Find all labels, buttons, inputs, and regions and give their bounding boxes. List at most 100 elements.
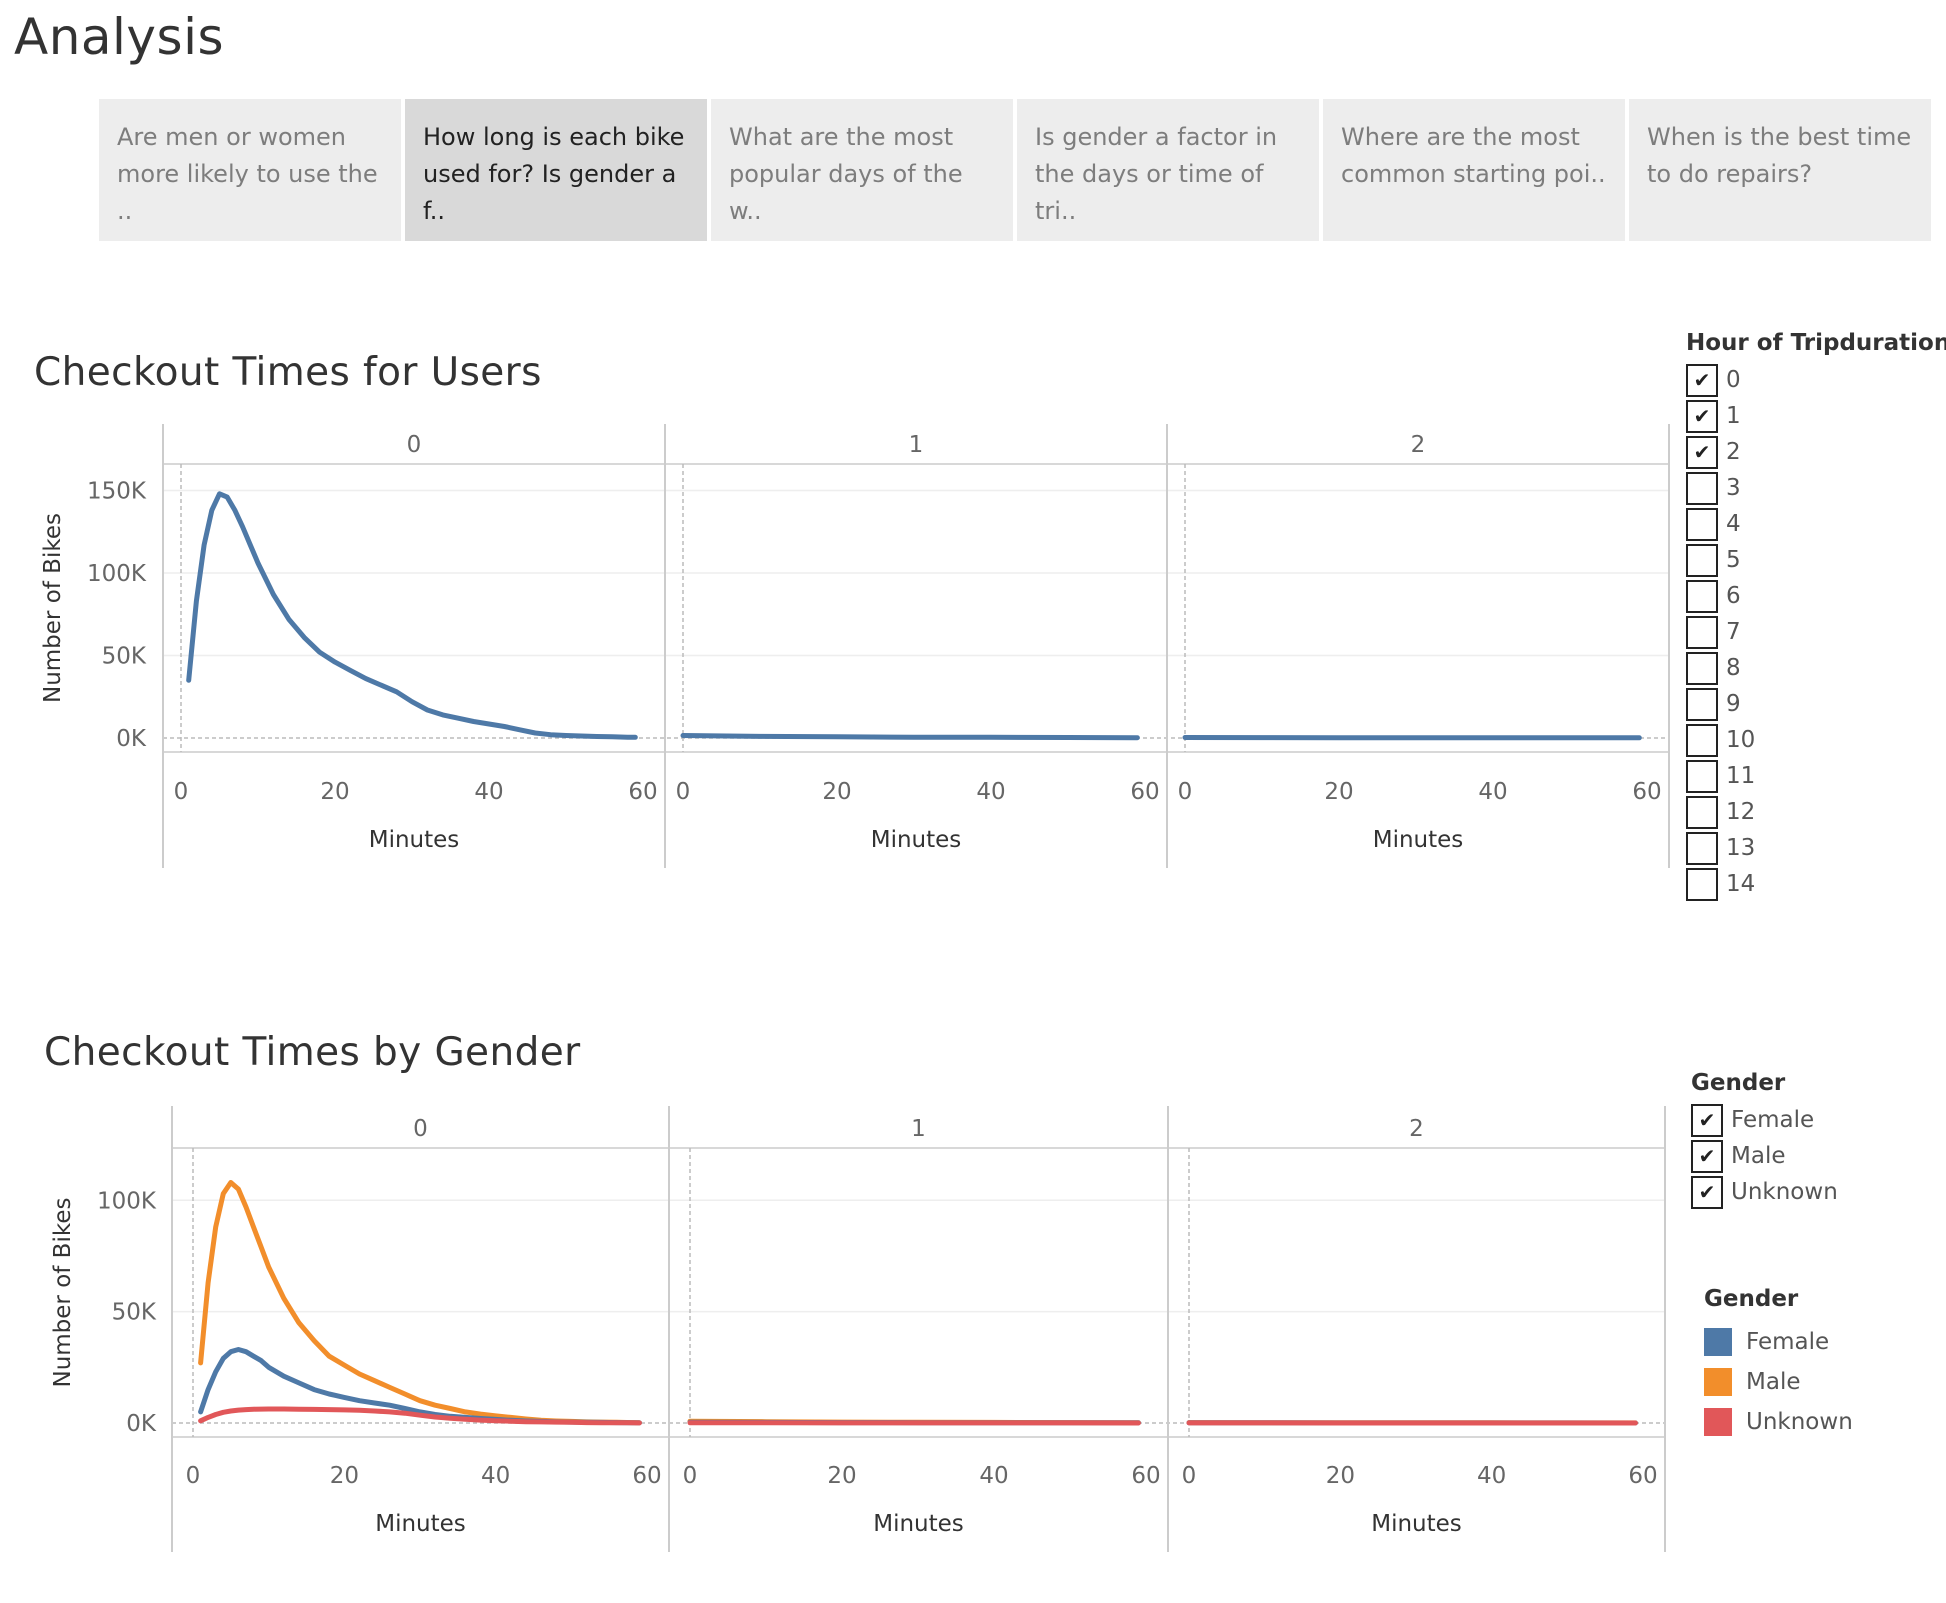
hour-filter-option-4[interactable]: 4 (1686, 506, 1946, 542)
hour-filter-title: Hour of Tripduration (1686, 330, 1946, 356)
story-tab-popular-days[interactable]: What are the most popular days of the w.… (711, 99, 1013, 241)
hour-filter-option-label: 12 (1726, 799, 1756, 825)
gender-filter-option-label: Unknown (1731, 1179, 1838, 1205)
hour-filter-option-12[interactable]: 12 (1686, 794, 1946, 830)
hour-filter-checkbox[interactable] (1686, 507, 1718, 541)
hour-filter-option-6[interactable]: 6 (1686, 578, 1946, 614)
page-title: Analysis (14, 8, 225, 66)
hour-filter-checkbox[interactable] (1686, 723, 1718, 757)
hour-filter-option-label: 6 (1726, 583, 1741, 609)
story-tab-gender-time[interactable]: Is gender a factor in the days or time o… (1017, 99, 1319, 241)
x-tick-label: 60 (632, 1463, 661, 1489)
legend-swatch (1704, 1408, 1732, 1436)
x-axis-title: Minutes (873, 1511, 964, 1537)
hour-filter-option-label: 9 (1726, 691, 1741, 717)
x-tick-label: 20 (1326, 1463, 1355, 1489)
facet-label: 0 (413, 1116, 428, 1142)
hour-filter-checkbox[interactable] (1686, 795, 1718, 829)
x-axis-title: Minutes (369, 827, 460, 853)
chart-title-gender: Checkout Times by Gender (44, 1030, 581, 1075)
hour-filter-option-2[interactable]: ✔ 2 (1686, 434, 1946, 470)
gender-filter: Gender ✔ Female ✔ Male ✔ Unknown (1691, 1070, 1838, 1210)
x-tick-label: 0 (1178, 779, 1193, 805)
hour-filter-option-label: 5 (1726, 547, 1741, 573)
hour-filter-checkbox[interactable] (1686, 831, 1718, 865)
x-tick-label: 40 (976, 779, 1005, 805)
hour-filter-option-11[interactable]: 11 (1686, 758, 1946, 794)
hour-filter-option-label: 7 (1726, 619, 1741, 645)
hour-filter-checkbox[interactable] (1686, 867, 1718, 901)
x-tick-label: 20 (1324, 779, 1353, 805)
y-tick-label: 50K (102, 644, 147, 670)
hour-filter-list: ✔ 0 ✔ 1 ✔ 2 3 4 5 6 7 8 9 10 11 12 13 14 (1686, 362, 1946, 908)
x-tick-label: 40 (474, 779, 503, 805)
x-tick-label: 0 (683, 1463, 698, 1489)
gender-legend-title: Gender (1704, 1286, 1799, 1312)
gender-filter-option-label: Male (1731, 1143, 1786, 1169)
hour-filter-option-13[interactable]: 13 (1686, 830, 1946, 866)
y-tick-label: 50K (112, 1300, 157, 1326)
hour-filter-option-10[interactable]: 10 (1686, 722, 1946, 758)
hour-filter-option-label: 1 (1726, 403, 1741, 429)
series-line-unknown (198, 1406, 642, 1426)
facet-label: 2 (1409, 1116, 1424, 1142)
hour-filter-option-3[interactable]: 3 (1686, 470, 1946, 506)
hour-filter-checkbox[interactable] (1686, 759, 1718, 793)
hour-filter-checkbox[interactable] (1686, 579, 1718, 613)
hour-filter-option-5[interactable]: 5 (1686, 542, 1946, 578)
legend-item-male: Male (1704, 1362, 1853, 1402)
hour-filter-option-14[interactable]: 14 (1686, 866, 1946, 902)
hour-filter-option-label: 10 (1726, 727, 1756, 753)
story-tab-starting-points[interactable]: Where are the most common starting poi.. (1323, 99, 1625, 241)
hour-filter-option-1[interactable]: ✔ 1 (1686, 398, 1946, 434)
gender-filter-checkbox[interactable]: ✔ (1691, 1139, 1723, 1173)
y-tick-label: 150K (87, 479, 147, 505)
gender-filter-title: Gender (1691, 1070, 1786, 1096)
x-axis-title: Minutes (375, 1511, 466, 1537)
x-tick-label: 40 (481, 1463, 510, 1489)
series-line-female (198, 1347, 642, 1426)
hour-filter-option-label: 2 (1726, 439, 1741, 465)
hour-filter-checkbox[interactable]: ✔ (1686, 435, 1718, 469)
legend-swatch (1704, 1328, 1732, 1356)
story-tab-repair-time[interactable]: When is the best time to do repairs? (1629, 99, 1931, 241)
hour-filter-checkbox[interactable] (1686, 615, 1718, 649)
x-tick-label: 60 (1632, 779, 1661, 805)
x-tick-label: 40 (979, 1463, 1008, 1489)
gender-filter-option-male[interactable]: ✔ Male (1691, 1138, 1838, 1174)
gender-filter-checkbox[interactable]: ✔ (1691, 1103, 1723, 1137)
hour-filter-checkbox[interactable]: ✔ (1686, 363, 1718, 397)
gender-filter-option-female[interactable]: ✔ Female (1691, 1102, 1838, 1138)
hour-filter-option-9[interactable]: 9 (1686, 686, 1946, 722)
hour-filter-option-7[interactable]: 7 (1686, 614, 1946, 650)
facet-label: 1 (911, 1116, 926, 1142)
hour-filter-option-0[interactable]: ✔ 0 (1686, 362, 1946, 398)
hour-filter-option-label: 4 (1726, 511, 1741, 537)
hour-filter-option-label: 3 (1726, 475, 1741, 501)
series-line-users (186, 491, 638, 740)
hour-filter-checkbox[interactable] (1686, 687, 1718, 721)
story-tab-gender-usage[interactable]: Are men or women more likely to use the … (99, 99, 401, 241)
gender-legend: Gender Female Male Unknown (1704, 1286, 1853, 1442)
x-tick-label: 20 (827, 1463, 856, 1489)
hour-filter-checkbox[interactable] (1686, 471, 1718, 505)
gender-filter-checkbox[interactable]: ✔ (1691, 1175, 1723, 1209)
chart-title-users: Checkout Times for Users (34, 350, 542, 395)
x-tick-label: 60 (1131, 1463, 1160, 1489)
gender-filter-list: ✔ Female ✔ Male ✔ Unknown (1691, 1102, 1838, 1210)
x-tick-label: 60 (628, 779, 657, 805)
y-axis-title: Number of Bikes (50, 1198, 76, 1388)
x-tick-label: 0 (186, 1463, 201, 1489)
gender-filter-option-unknown[interactable]: ✔ Unknown (1691, 1174, 1838, 1210)
hour-filter-checkbox[interactable] (1686, 651, 1718, 685)
x-tick-label: 20 (320, 779, 349, 805)
x-tick-label: 40 (1477, 1463, 1506, 1489)
y-tick-label: 0K (126, 1411, 157, 1437)
hour-filter-option-label: 0 (1726, 367, 1741, 393)
y-axis-title: Number of Bikes (40, 513, 66, 703)
story-tab-bike-duration[interactable]: How long is each bike used for? Is gende… (405, 99, 707, 241)
hour-filter-option-8[interactable]: 8 (1686, 650, 1946, 686)
x-tick-label: 0 (174, 779, 189, 805)
hour-filter-checkbox[interactable]: ✔ (1686, 399, 1718, 433)
hour-filter-checkbox[interactable] (1686, 543, 1718, 577)
